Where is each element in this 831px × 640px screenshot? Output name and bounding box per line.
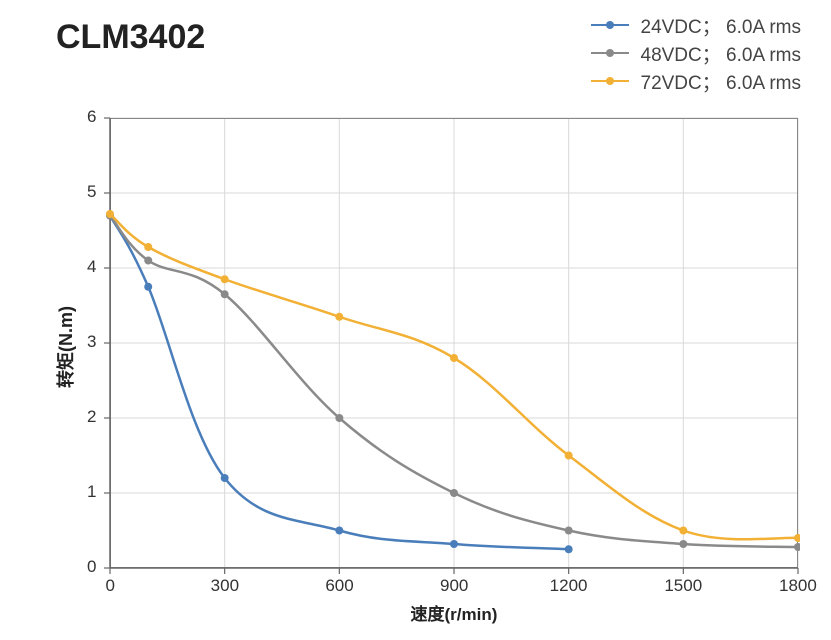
y-tick-label: 3 (87, 332, 96, 352)
y-tick-label: 4 (87, 257, 96, 277)
x-tick-label: 900 (440, 576, 468, 596)
legend: 24VDC； 6.0A rms48VDC； 6.0A rms72VDC； 6.0… (591, 12, 802, 96)
legend-swatch (591, 46, 629, 60)
legend-label: 72VDC； 6.0A rms (641, 68, 802, 95)
y-tick-label: 0 (87, 557, 96, 577)
chart-svg (102, 116, 800, 578)
x-tick-label: 1800 (779, 576, 817, 596)
y-axis-label: 转矩(N.m) (52, 306, 78, 388)
series-marker (144, 243, 152, 251)
series-marker (450, 489, 458, 497)
y-tick-label: 2 (87, 407, 96, 427)
series-marker (106, 210, 114, 218)
legend-item: 48VDC； 6.0A rms (591, 40, 802, 66)
series-marker (144, 283, 152, 291)
series-marker (335, 313, 343, 321)
series-marker (565, 527, 573, 535)
y-tick-label: 6 (87, 107, 96, 127)
series-marker (565, 452, 573, 460)
series-marker (679, 540, 687, 548)
y-tick-label: 1 (87, 482, 96, 502)
x-tick-label: 600 (325, 576, 353, 596)
series-marker (679, 527, 687, 535)
legend-label: 24VDC； 6.0A rms (641, 12, 802, 39)
x-tick-label: 1500 (664, 576, 702, 596)
legend-item: 24VDC； 6.0A rms (591, 12, 802, 38)
series-marker (221, 275, 229, 283)
series-marker (450, 540, 458, 548)
legend-swatch (591, 18, 629, 32)
chart-title: CLM3402 (56, 18, 205, 57)
series-marker (335, 527, 343, 535)
x-tick-label: 1200 (550, 576, 588, 596)
x-tick-label: 300 (211, 576, 239, 596)
x-tick-label: 0 (106, 576, 115, 596)
series-marker (221, 474, 229, 482)
legend-item: 72VDC； 6.0A rms (591, 68, 802, 94)
series-marker (565, 545, 573, 553)
y-tick-label: 5 (87, 182, 96, 202)
legend-label: 48VDC； 6.0A rms (641, 40, 802, 67)
x-axis-label: 速度(r/min) (411, 600, 498, 625)
legend-swatch (591, 74, 629, 88)
series-marker (221, 290, 229, 298)
series-marker (450, 354, 458, 362)
plot-area (110, 118, 798, 568)
series-marker (144, 257, 152, 265)
series-marker (335, 414, 343, 422)
